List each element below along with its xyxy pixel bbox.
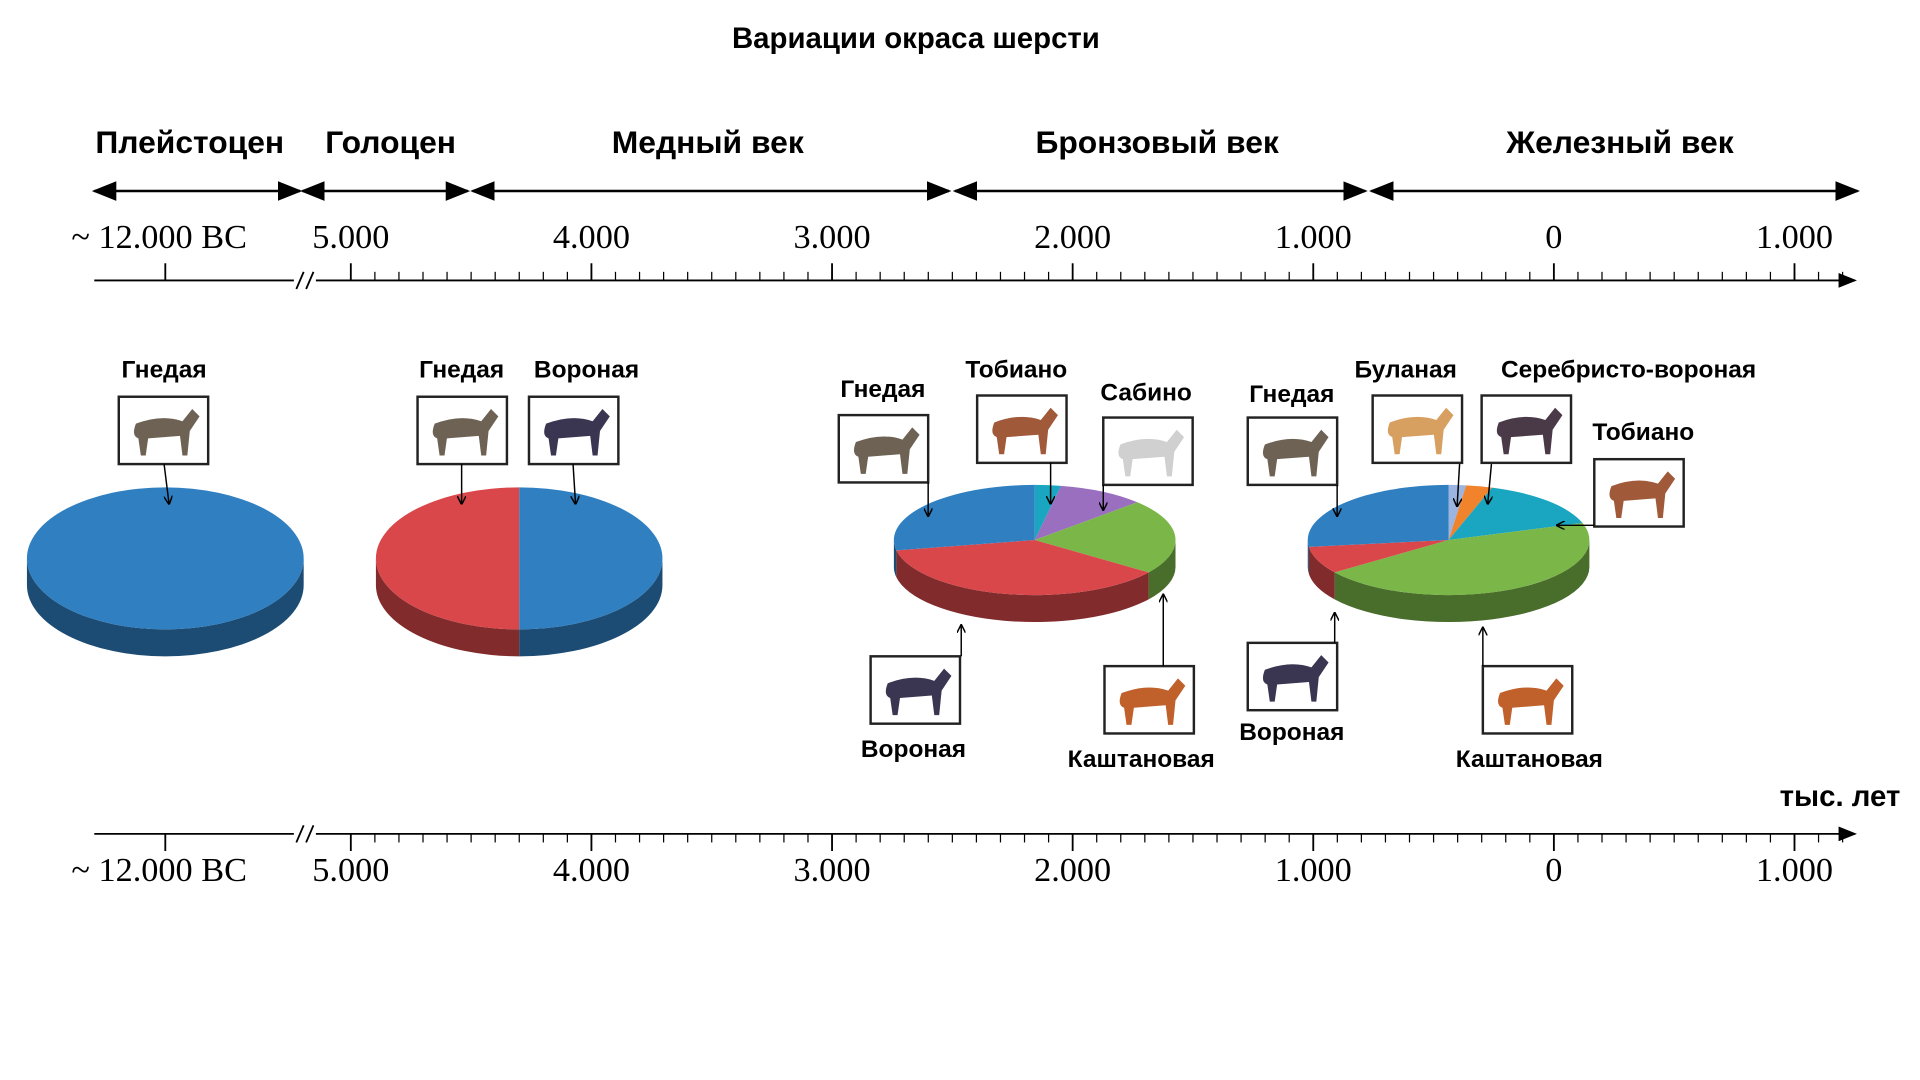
pie-side	[1307, 540, 1309, 574]
tick-label: 3.000	[793, 851, 870, 889]
slice-label: Вороная	[534, 356, 639, 383]
horse-icon	[992, 407, 1058, 455]
axis-break	[295, 271, 315, 290]
pointer-arrow	[163, 463, 169, 503]
pie-side	[1148, 540, 1176, 600]
pie-slice	[375, 487, 520, 630]
horse-icon	[1498, 678, 1564, 725]
era-label: Плейстоцен	[95, 124, 284, 160]
pie-slice	[893, 484, 1035, 551]
pie-slice	[896, 540, 1149, 596]
tick-label: 0	[1545, 851, 1562, 889]
tick-label: 1.000	[1756, 218, 1833, 256]
slice-label: Гнедая	[840, 376, 925, 403]
title: Вариации окраса шерсти	[732, 22, 1100, 55]
era-label: Бронзовый век	[1035, 124, 1278, 160]
pointer-arrow	[1457, 464, 1459, 506]
tick-label: 1.000	[1275, 851, 1352, 889]
horse-icon	[1262, 429, 1329, 477]
tick-label: ~ 12.000 BC	[71, 218, 247, 256]
horse-icon	[544, 408, 610, 456]
horse-icon	[1496, 407, 1563, 455]
horse-icon	[1118, 429, 1185, 477]
pie-slice	[1448, 487, 1583, 540]
era-label: Голоцен	[325, 124, 456, 160]
pie-side	[1334, 540, 1590, 623]
tick-label: 3.000	[793, 218, 870, 256]
slice-label: Гнедая	[419, 356, 504, 383]
pie-side	[26, 558, 304, 657]
slice-label: Буланая	[1355, 356, 1457, 383]
era-label: Железный век	[1505, 124, 1733, 160]
slice-label: Гнедая	[122, 356, 207, 383]
tick-label: 4.000	[553, 851, 630, 889]
pie-slice	[519, 487, 663, 630]
pie-side	[519, 558, 663, 657]
tick-label: 0	[1545, 218, 1562, 256]
horse-icon	[885, 668, 952, 716]
pie-slice	[1034, 485, 1138, 540]
slice-label: Каштановая	[1456, 746, 1603, 773]
slice-label: Вороная	[1239, 719, 1344, 746]
pie-side	[1308, 546, 1335, 600]
tick-label: 2.000	[1034, 218, 1111, 256]
pointer-arrow	[573, 464, 575, 503]
axis-break	[295, 824, 315, 843]
slice-label: Тобиано	[965, 356, 1067, 383]
pie-side	[893, 540, 897, 578]
horse-icon	[1387, 407, 1454, 455]
slice-label: Гнедая	[1249, 381, 1334, 408]
tick-label: 5.000	[312, 218, 389, 256]
slice-label: Сабино	[1100, 380, 1191, 407]
pie-slice	[1334, 522, 1590, 596]
horse-icon	[1609, 471, 1676, 518]
tick-label: 5.000	[312, 851, 389, 889]
tick-label: ~ 12.000 BC	[71, 851, 247, 889]
pie-slice	[1308, 540, 1449, 573]
horse-icon	[432, 408, 499, 456]
tick-label: 2.000	[1034, 851, 1111, 889]
slice-label: Вороная	[861, 736, 966, 763]
unit-label: тыс. лет	[1780, 780, 1901, 813]
slice-label: Серебристо-вороная	[1501, 356, 1756, 383]
tick-label: 1.000	[1756, 851, 1833, 889]
horse-icon	[133, 408, 200, 456]
pie-slice	[1307, 484, 1449, 547]
pie-side	[375, 558, 520, 657]
pie-slice	[1034, 502, 1176, 573]
pie-slice	[26, 487, 304, 630]
era-label: Медный век	[612, 124, 804, 160]
horse-icon	[1119, 678, 1186, 725]
tick-label: 1.000	[1275, 218, 1352, 256]
horse-icon	[1262, 655, 1329, 702]
pie-slice	[1448, 485, 1493, 540]
horse-icon	[853, 427, 920, 474]
slice-label: Тобиано	[1592, 419, 1694, 446]
pointer-arrow	[1488, 464, 1492, 503]
slice-label: Каштановая	[1068, 746, 1215, 773]
pie-side	[896, 550, 1149, 623]
tick-label: 4.000	[553, 218, 630, 256]
